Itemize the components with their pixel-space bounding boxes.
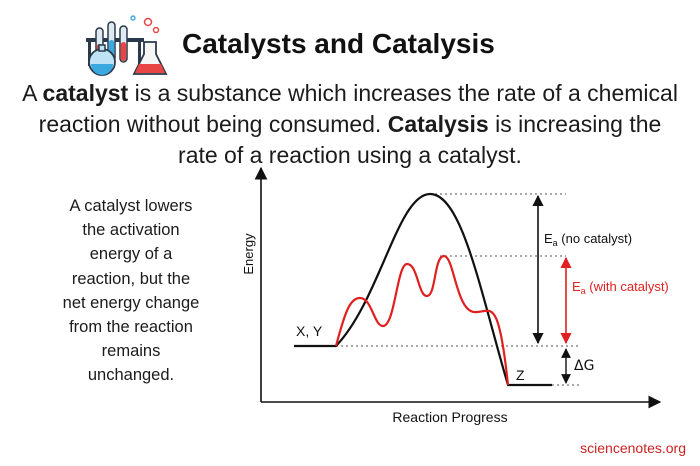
- ea-symbol: E: [544, 231, 553, 246]
- ea-symbol: E: [572, 279, 581, 294]
- product-label: Z: [516, 367, 525, 383]
- side-note-line: net energy change: [62, 293, 200, 312]
- intro-text: is increasing the rate of a reaction usi…: [178, 111, 662, 168]
- ea-subscript: a: [553, 238, 558, 248]
- side-note: A catalyst lowers the activation energy …: [40, 194, 222, 388]
- x-axis-label: Reaction Progress: [392, 409, 507, 425]
- lab-glassware-icon: [86, 15, 168, 76]
- side-note-line: reaction, but the: [71, 269, 191, 288]
- ea-subscript: a: [581, 286, 586, 296]
- side-note-line: unchanged.: [87, 366, 175, 385]
- delta-g-label: ΔG: [574, 358, 594, 374]
- page-title: Catalysts and Catalysis: [182, 28, 495, 59]
- y-axis-label: Energy: [241, 233, 256, 275]
- side-note-line: from the reaction: [69, 318, 193, 337]
- reactant-label: X, Y: [296, 323, 323, 339]
- side-note-line: A catalyst lowers: [69, 197, 193, 215]
- ea-no-catalyst-label: Ea (no catalyst): [544, 231, 632, 248]
- catalyzed-curve: [334, 254, 510, 386]
- intro-text: is a substance which increases the rate …: [38, 80, 678, 137]
- ea-with-catalyst-text: (with catalyst): [586, 279, 669, 294]
- intro-text: A: [22, 80, 43, 106]
- side-note-line: the activation: [82, 221, 180, 240]
- energy-diagram: Energy Reaction Progress X, Y Z Ea (no c…: [241, 166, 669, 425]
- intro-definition: A catalyst is a substance which increase…: [20, 78, 680, 171]
- ea-with-catalyst-label: Ea (with catalyst): [572, 279, 669, 296]
- uncatalyzed-curve: [294, 192, 552, 387]
- source-credit: sciencenotes.org: [580, 440, 686, 456]
- side-note-line: remains: [101, 342, 161, 361]
- term-catalysis: Catalysis: [387, 111, 489, 137]
- term-catalyst: catalyst: [42, 80, 129, 106]
- side-note-line: energy of a: [89, 245, 173, 264]
- ea-no-catalyst-text: (no catalyst): [558, 231, 632, 246]
